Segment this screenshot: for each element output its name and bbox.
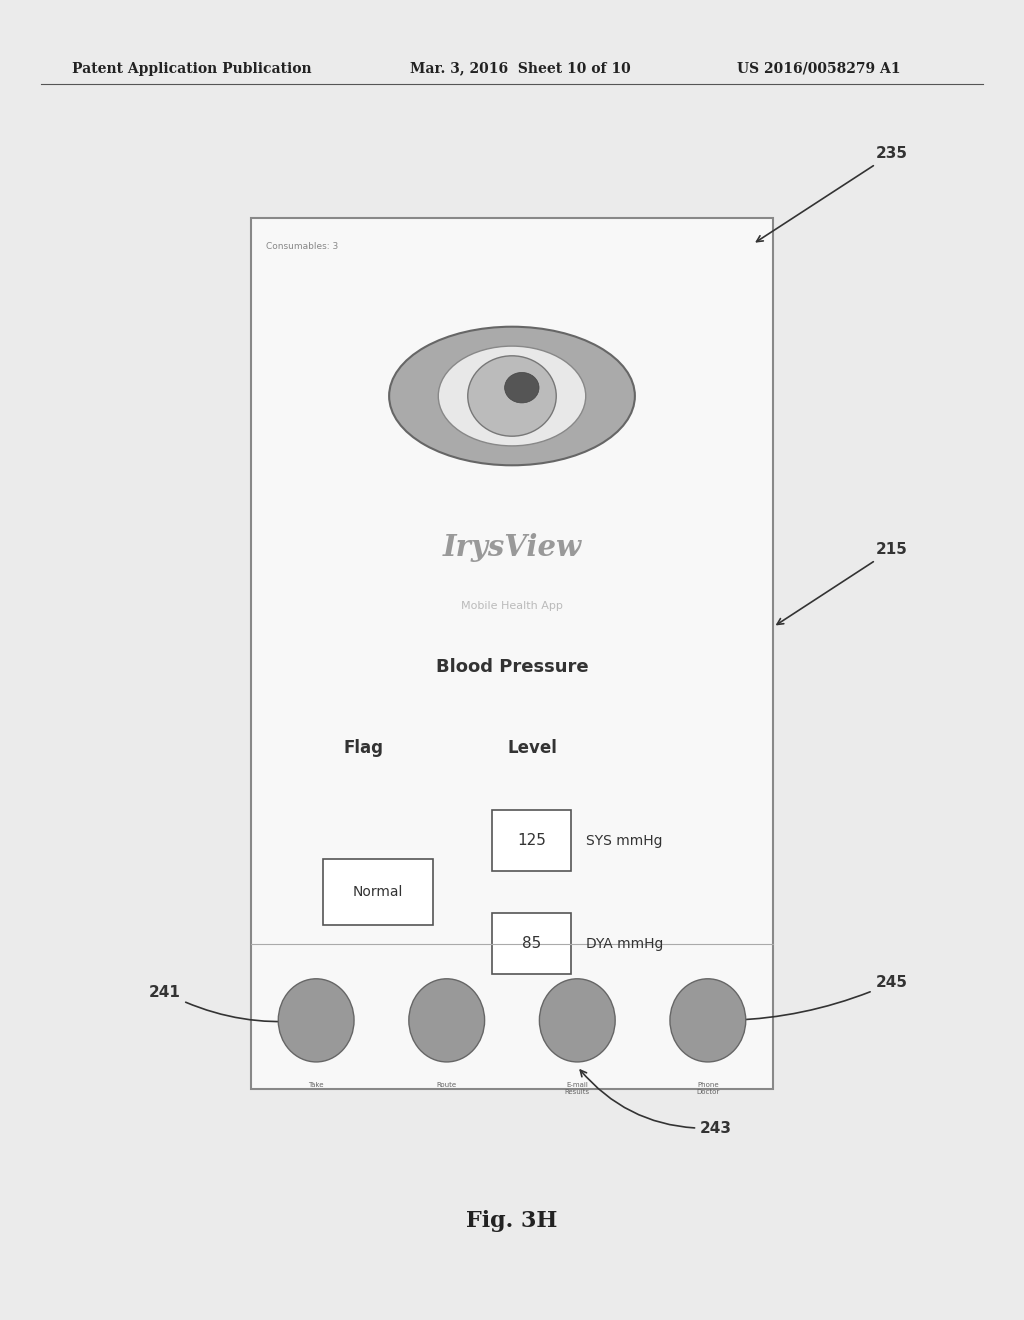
Ellipse shape xyxy=(409,979,484,1061)
Text: Level: Level xyxy=(508,739,557,758)
Text: Mar. 3, 2016  Sheet 10 of 10: Mar. 3, 2016 Sheet 10 of 10 xyxy=(410,62,631,75)
Bar xyxy=(492,810,571,871)
Text: E-mail
Results: E-mail Results xyxy=(564,1082,590,1094)
Text: Phone
Doctor: Phone Doctor xyxy=(696,1082,720,1094)
Text: 245: 245 xyxy=(733,975,907,1023)
Bar xyxy=(492,913,571,974)
Bar xyxy=(323,859,433,925)
Ellipse shape xyxy=(670,979,745,1061)
Text: 215: 215 xyxy=(777,543,907,624)
Text: IrysView: IrysView xyxy=(442,533,582,562)
Text: Normal: Normal xyxy=(352,886,403,899)
Text: 241: 241 xyxy=(148,985,301,1024)
Text: DYA mmHg: DYA mmHg xyxy=(586,937,664,950)
Text: 243: 243 xyxy=(581,1071,732,1135)
Text: Consumables: 3: Consumables: 3 xyxy=(266,242,339,251)
Text: SYS mmHg: SYS mmHg xyxy=(586,834,663,847)
Ellipse shape xyxy=(438,346,586,446)
Text: 125: 125 xyxy=(517,833,546,849)
Text: Flag: Flag xyxy=(343,739,384,758)
Text: 235: 235 xyxy=(757,147,907,242)
Ellipse shape xyxy=(389,327,635,466)
Text: US 2016/0058279 A1: US 2016/0058279 A1 xyxy=(737,62,901,75)
Text: 85: 85 xyxy=(522,936,541,952)
Text: Mobile Health App: Mobile Health App xyxy=(461,601,563,611)
Text: Fig. 3H: Fig. 3H xyxy=(466,1210,558,1232)
Text: Blood Pressure: Blood Pressure xyxy=(435,657,589,676)
Text: Patent Application Publication: Patent Application Publication xyxy=(72,62,311,75)
Bar xyxy=(251,218,773,1089)
Ellipse shape xyxy=(468,356,556,436)
Text: Take: Take xyxy=(308,1082,324,1088)
Ellipse shape xyxy=(505,372,539,403)
Text: Route: Route xyxy=(436,1082,457,1088)
Ellipse shape xyxy=(279,979,354,1061)
Ellipse shape xyxy=(540,979,615,1061)
